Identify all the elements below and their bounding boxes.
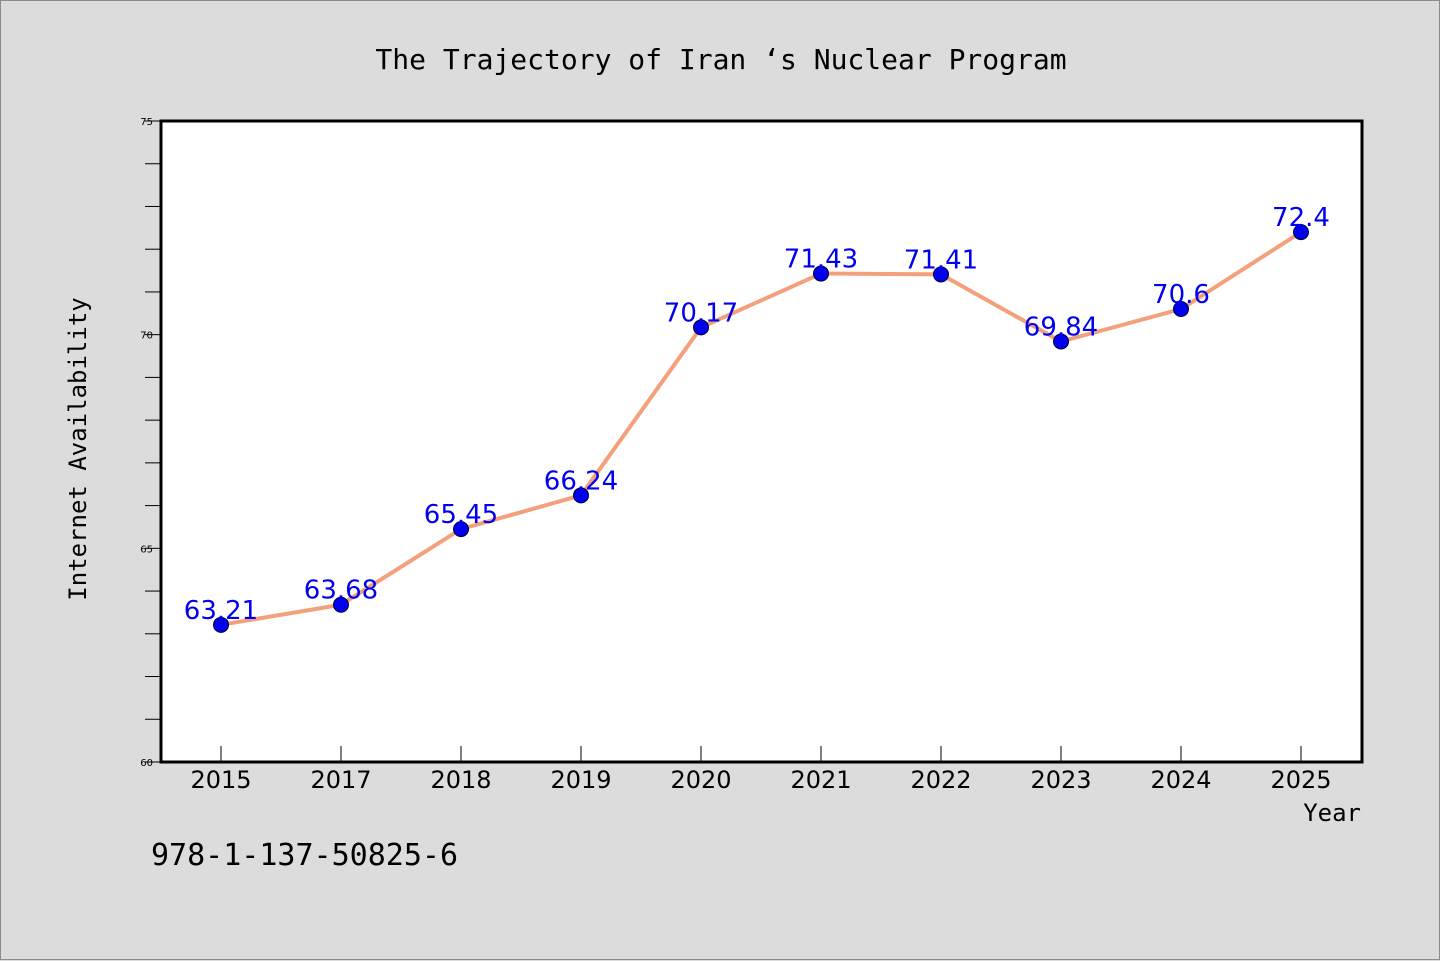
x-tick-label: 2021 (790, 766, 851, 794)
data-label: 70.6 (1152, 280, 1210, 310)
data-label: 63.68 (304, 576, 378, 606)
data-label: 65.45 (424, 500, 498, 530)
data-point (213, 616, 229, 633)
x-tick-label: 2025 (1270, 766, 1331, 794)
x-tick-label: 2015 (190, 766, 251, 794)
x-tick-label: 2023 (1030, 766, 1091, 794)
series-layer (213, 224, 1309, 633)
plot-area (159, 119, 1364, 764)
data-label: 72.4 (1272, 203, 1330, 233)
data-label: 71.43 (784, 245, 858, 275)
data-label: 66.24 (544, 466, 618, 496)
y-tick-label: 70 (140, 331, 153, 342)
x-tick-label: 2022 (910, 766, 971, 794)
isbn-text: 978-1-137-50825-6 (151, 838, 458, 873)
data-point (573, 487, 589, 504)
data-label: 63.21 (184, 596, 258, 626)
data-point (333, 596, 349, 613)
series-line (220, 230, 1303, 627)
y-tick-label: 65 (140, 544, 153, 555)
data-label: 69.84 (1024, 313, 1098, 343)
x-tick-label: 2018 (430, 766, 491, 794)
y-axis-ticks: 60 65 70 75 (140, 117, 161, 769)
data-point (1173, 301, 1189, 318)
chart-title: The Trajectory of Iran ‘s Nuclear Progra… (375, 43, 1066, 76)
x-axis-label: Year (1303, 799, 1361, 827)
y-axis-label: Internet Availability (64, 297, 92, 600)
data-label: 71.41 (904, 245, 978, 275)
data-point (1293, 224, 1309, 241)
y-tick-label: 60 (140, 758, 153, 769)
data-point (693, 319, 709, 336)
data-point (813, 265, 829, 282)
x-axis-ticks: 2015 2017 2018 2019 2020 2021 2022 2023 2024 2025 (190, 746, 1332, 794)
data-label-layer: 63.21 63.68 65.45 66.24 70.17 71.43 71.41 69.84… (184, 203, 1330, 626)
data-label: 70.17 (664, 298, 738, 328)
x-tick-label: 2019 (550, 766, 611, 794)
x-tick-label: 2024 (1150, 766, 1211, 794)
data-point (1053, 333, 1069, 350)
x-tick-label: 2020 (670, 766, 731, 794)
y-tick-label: 75 (140, 117, 153, 128)
data-point (453, 521, 469, 538)
data-point (933, 266, 949, 283)
x-tick-label: 2017 (310, 766, 371, 794)
